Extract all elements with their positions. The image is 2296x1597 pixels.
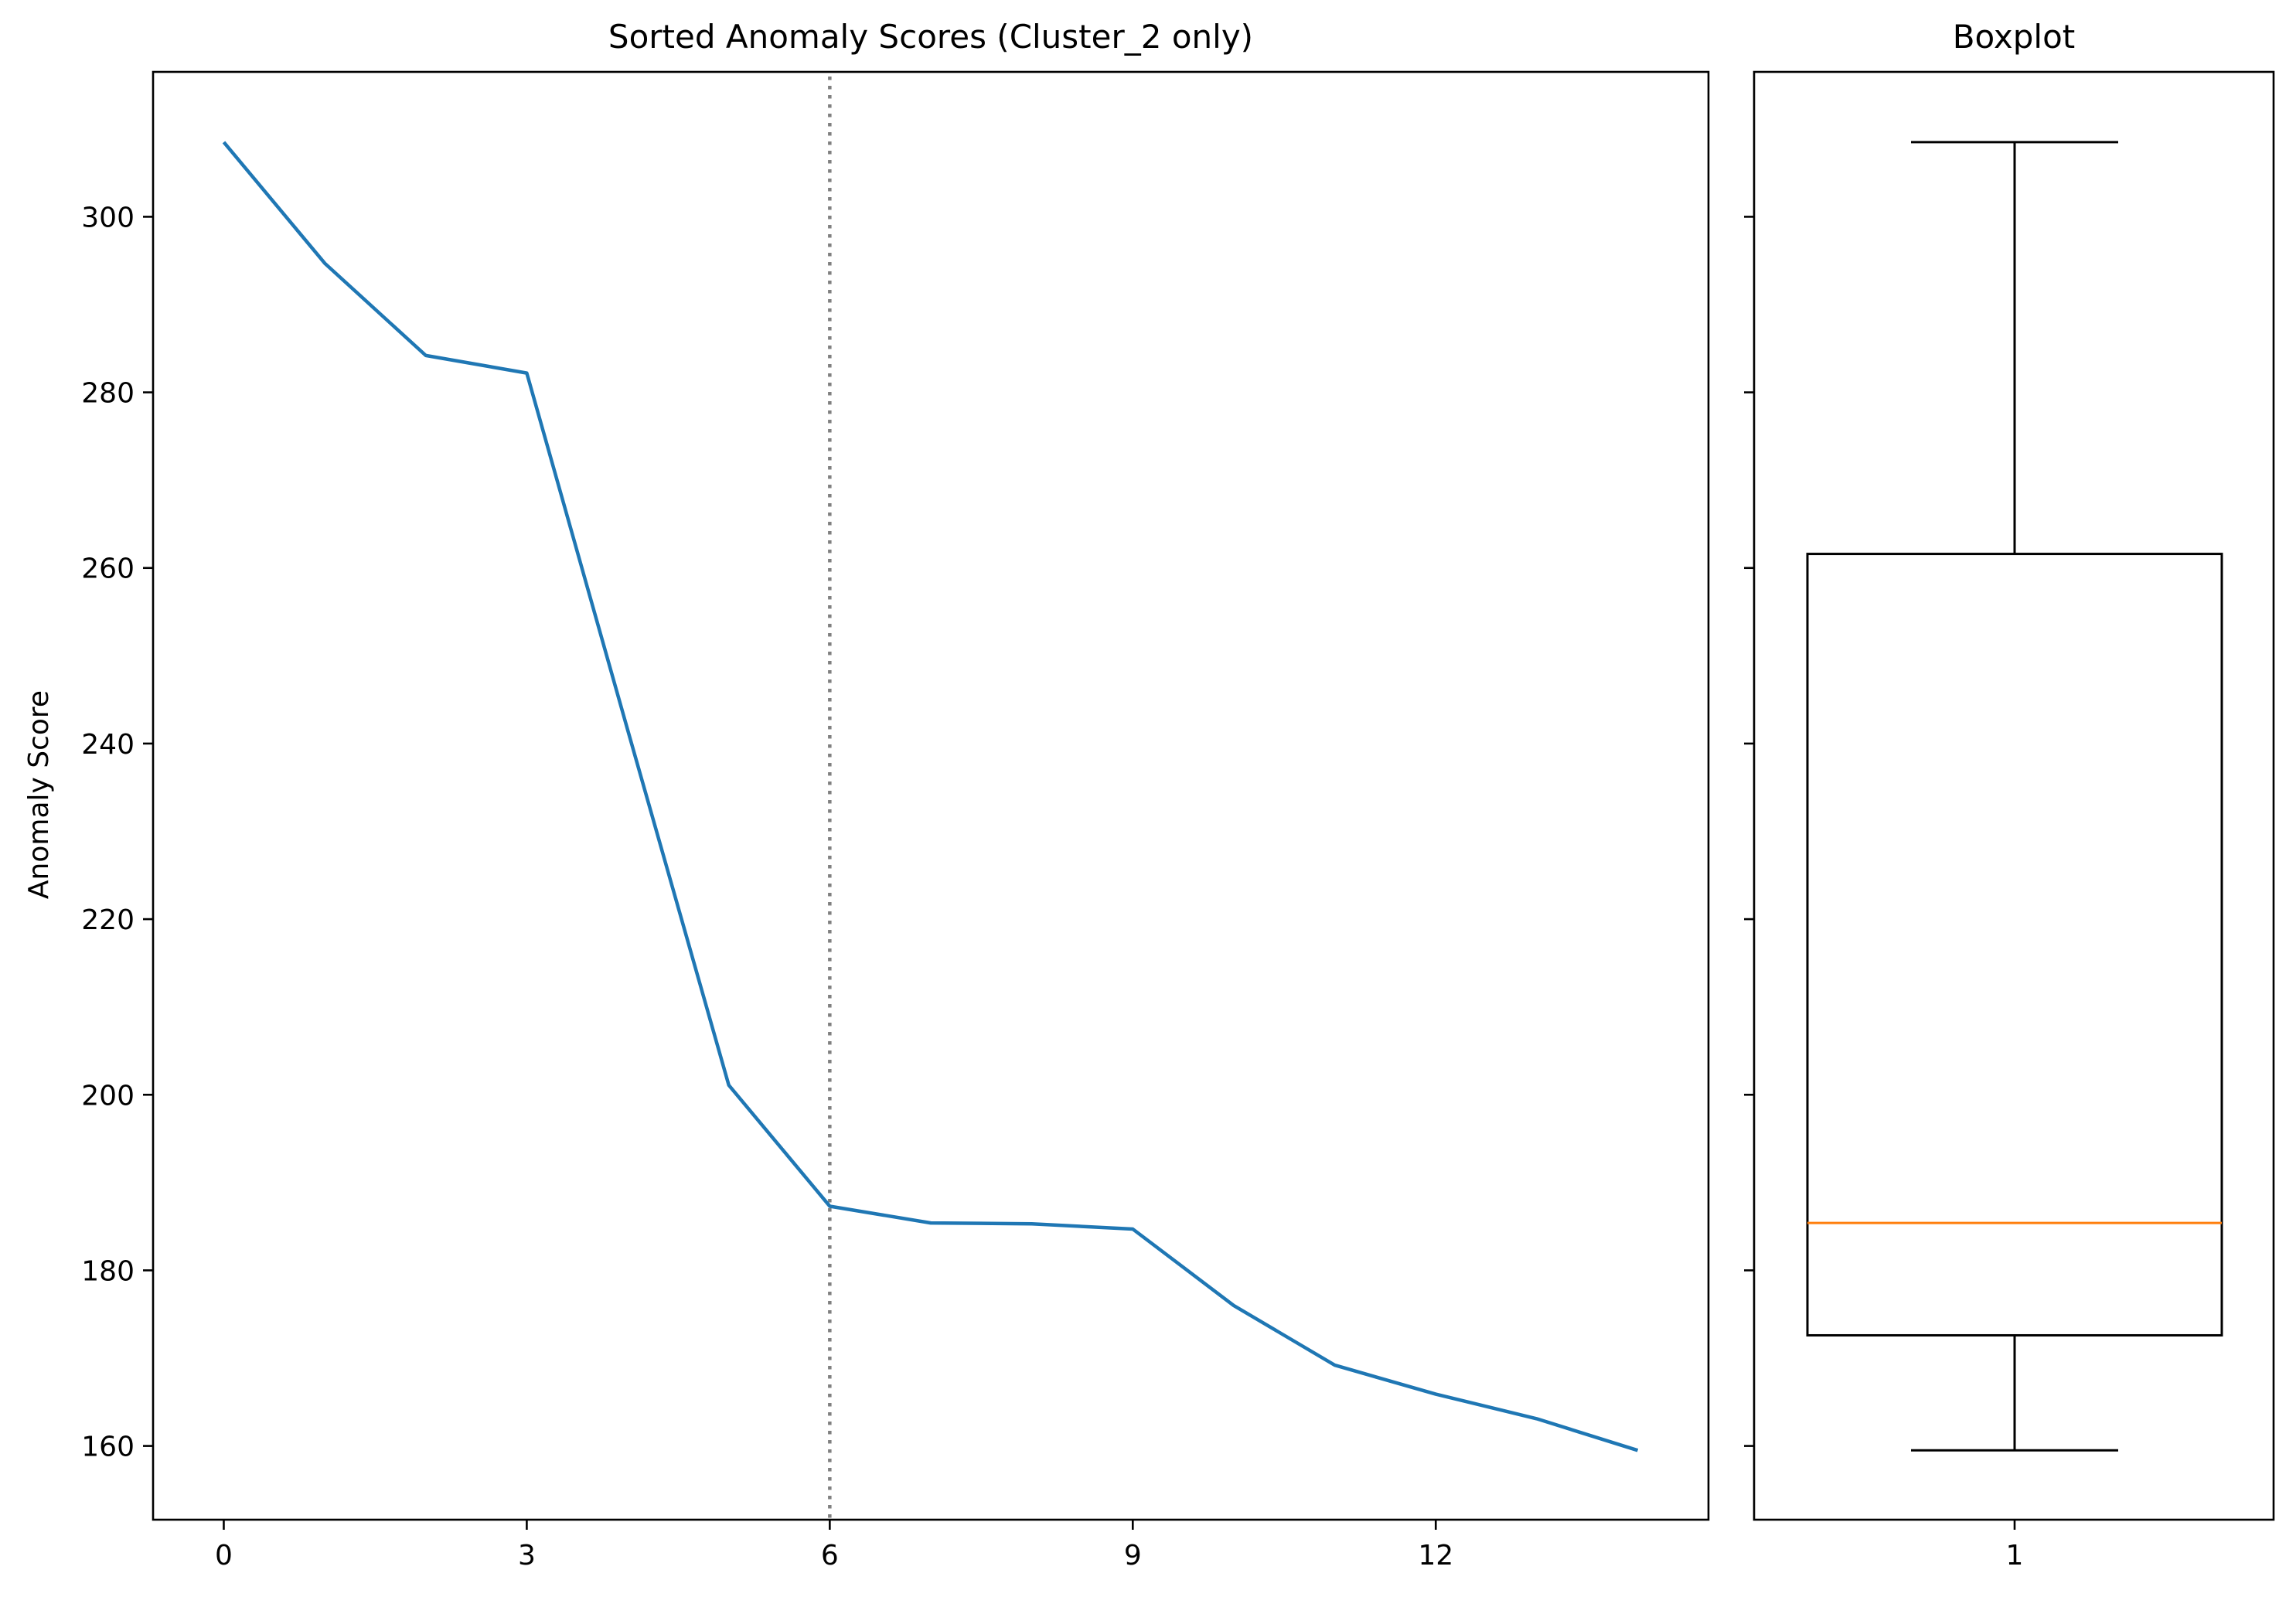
boxplot-title: Boxplot xyxy=(1953,18,2076,56)
score-series-line xyxy=(222,141,1639,1452)
boxplot-panel: Boxplot 1 xyxy=(1744,18,2275,1571)
y-tick-label: 220 xyxy=(81,904,135,936)
interquartile-box xyxy=(1806,553,2223,1337)
y-tick-label: 280 xyxy=(81,378,135,410)
y-tick-label: 240 xyxy=(81,729,135,761)
x-tick-label: 0 xyxy=(215,1540,233,1571)
y-tick-label: 180 xyxy=(81,1255,135,1287)
boxplot-axis-ticks: 1 xyxy=(1744,216,2023,1571)
boxplot-frame xyxy=(1753,70,2275,1521)
y-axis-label: Anomaly Score xyxy=(23,690,55,899)
boxplot-x-tick-label: 1 xyxy=(2006,1540,2024,1571)
plot-frame xyxy=(152,70,1710,1521)
y-tick-label: 260 xyxy=(81,553,135,585)
axis-ticks: 160 180 200 220 240 260 280 300 0 3 6 9 12 xyxy=(81,202,1453,1571)
y-tick-label: 300 xyxy=(81,202,135,233)
x-tick-label: 12 xyxy=(1418,1540,1453,1571)
x-tick-label: 6 xyxy=(821,1540,839,1571)
sorted-scores-panel: Sorted Anomaly Scores (Cluster_2 only) A… xyxy=(23,18,1710,1571)
chart-title: Sorted Anomaly Scores (Cluster_2 only) xyxy=(608,18,1253,56)
y-tick-label: 160 xyxy=(81,1432,135,1463)
y-tick-label: 200 xyxy=(81,1080,135,1112)
x-tick-label: 3 xyxy=(518,1540,536,1571)
x-tick-label: 9 xyxy=(1124,1540,1142,1571)
